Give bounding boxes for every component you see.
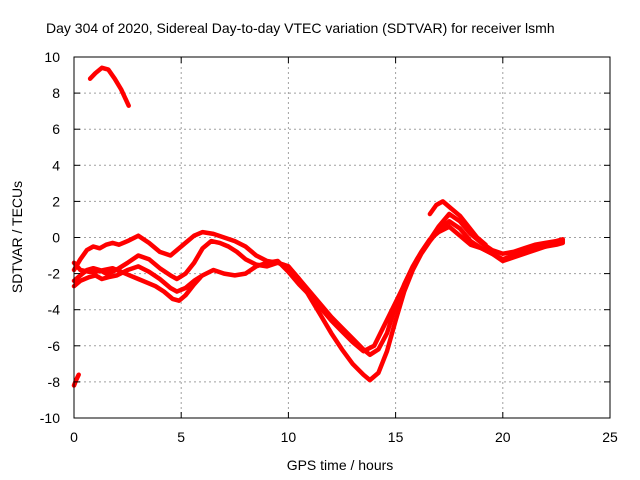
x-tick-label: 5 <box>177 429 185 445</box>
x-tick-label: 15 <box>388 429 404 445</box>
y-tick-label: -10 <box>40 410 60 426</box>
series-arc-6 <box>71 260 203 303</box>
y-tick-label: -6 <box>48 338 61 354</box>
y-tick-label: 8 <box>52 85 60 101</box>
y-tick-label: 0 <box>52 230 60 246</box>
chart-title: Day 304 of 2020, Sidereal Day-to-day VTE… <box>46 20 555 36</box>
series-layer <box>71 65 566 388</box>
y-tick-label: 6 <box>52 121 60 137</box>
x-axis-label: GPS time / hours <box>287 457 394 473</box>
x-tick-label: 10 <box>281 429 297 445</box>
grid-lines <box>74 57 610 418</box>
y-axis-label: SDTVAR / TECUs <box>9 181 25 293</box>
y-tick-label: -8 <box>48 374 61 390</box>
series-arc-7 <box>427 199 488 247</box>
y-tick-label: 10 <box>44 49 60 65</box>
tick-layer: 0 5 10 15 20 25 -10 -8 -6 -4 -2 0 2 4 6 8 10 <box>40 49 618 445</box>
x-tick-label: 25 <box>602 429 618 445</box>
series-arc-2 <box>71 372 81 388</box>
y-tick-label: -2 <box>48 266 61 282</box>
series-arc-1 <box>87 65 131 108</box>
y-tick-label: -4 <box>48 302 61 318</box>
x-tick-label: 0 <box>70 429 78 445</box>
y-tick-label: 2 <box>52 193 60 209</box>
y-tick-label: 4 <box>52 157 60 173</box>
x-tick-label: 20 <box>495 429 511 445</box>
